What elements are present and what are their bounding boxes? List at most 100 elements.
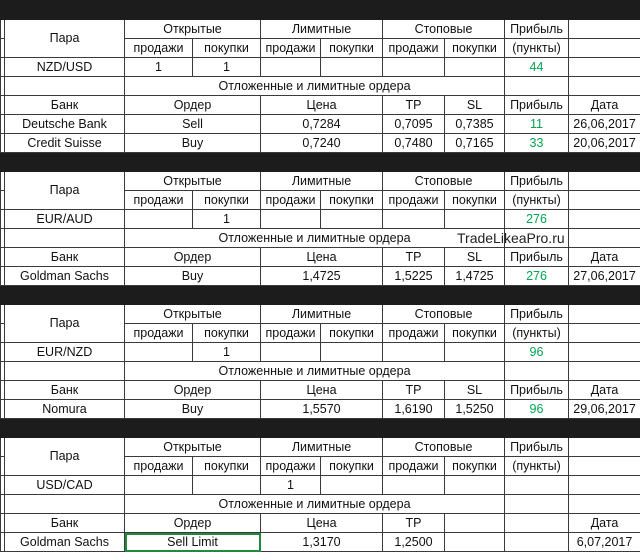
position-profit: 44 xyxy=(505,58,569,77)
orders-header-price: Цена xyxy=(261,381,383,400)
order-bank: Goldman Sachs xyxy=(5,267,125,286)
position-count xyxy=(321,210,383,229)
header-open: Открытые xyxy=(125,305,261,324)
order-bank: Deutsche Bank xyxy=(5,115,125,134)
subheader: покупки xyxy=(445,39,505,58)
orders-header-tp: TP xyxy=(383,514,445,533)
subheader: (пункты) xyxy=(505,457,569,476)
orders-header-profit: Прибыль xyxy=(505,381,569,400)
header-profit: Прибыль xyxy=(505,20,569,39)
orders-header-profit xyxy=(505,514,569,533)
cell xyxy=(569,210,640,229)
order-price: 1,3170 xyxy=(261,533,383,552)
order-bank: Goldman Sachs xyxy=(5,533,125,552)
subheader: покупки xyxy=(193,191,261,210)
orders-header-date: Дата xyxy=(569,381,640,400)
position-count: 1 xyxy=(193,210,261,229)
order-sl: 0,7385 xyxy=(445,115,505,134)
cell xyxy=(505,362,569,381)
order-date: 6,07,2017 xyxy=(569,533,640,552)
separator xyxy=(1,286,640,305)
order-price: 0,7284 xyxy=(261,115,383,134)
subheader: покупки xyxy=(445,457,505,476)
orders-header-profit: Прибыль xyxy=(505,96,569,115)
orders-header-sl xyxy=(445,514,505,533)
subheader: покупки xyxy=(445,324,505,343)
sep xyxy=(1,286,640,305)
position-count xyxy=(261,210,321,229)
cell xyxy=(505,495,569,514)
orders-header-order: Ордер xyxy=(125,96,261,115)
order-profit: 33 xyxy=(505,134,569,153)
row: Отложенные и лимитные ордера xyxy=(1,77,640,96)
orders-header-order: Ордер xyxy=(125,248,261,267)
position-count xyxy=(321,343,383,362)
order-bank: Nomura xyxy=(5,400,125,419)
sep xyxy=(1,153,640,172)
cell xyxy=(569,362,640,381)
header-pair: Пара xyxy=(5,438,125,476)
row-header xyxy=(1,191,5,210)
cell xyxy=(505,77,569,96)
order-date: 20,06,2017 xyxy=(569,134,640,153)
page: {"watermark": "TradeLikeaPro.ru", "block… xyxy=(0,0,640,504)
position-count xyxy=(125,476,193,495)
order-order: Buy xyxy=(125,400,261,419)
orders-header-tp: TP xyxy=(383,96,445,115)
header-limit: Лимитные xyxy=(261,20,383,39)
position-count xyxy=(321,58,383,77)
subheader: покупки xyxy=(321,39,383,58)
position-count: 1 xyxy=(193,58,261,77)
order-order: Buy xyxy=(125,267,261,286)
subheader: продажи xyxy=(261,39,321,58)
sep xyxy=(1,419,640,438)
subheader: покупки xyxy=(321,324,383,343)
header-pair: Пара xyxy=(5,172,125,210)
subheader: продажи xyxy=(383,191,445,210)
order-price: 1,5570 xyxy=(261,400,383,419)
row-header xyxy=(1,39,5,58)
order-order: Sell Limit xyxy=(125,533,261,552)
cell xyxy=(569,58,640,77)
subheader: продажи xyxy=(125,39,193,58)
separator xyxy=(1,1,640,20)
subheader: продажи xyxy=(383,457,445,476)
position-count: 1 xyxy=(261,476,321,495)
order-order: Buy xyxy=(125,134,261,153)
order-profit: 276 xyxy=(505,267,569,286)
orders-header-date: Дата xyxy=(569,96,640,115)
order-tp: 1,2500 xyxy=(383,533,445,552)
section-title: Отложенные и лимитные ордера xyxy=(125,77,505,96)
header-pair: Пара xyxy=(5,20,125,58)
orders-header-order: Ордер xyxy=(125,514,261,533)
cell xyxy=(569,39,640,58)
header-stop: Стоповые xyxy=(383,20,505,39)
orders-header-sl: SL xyxy=(445,248,505,267)
subheader: продажи xyxy=(261,191,321,210)
position-count: 1 xyxy=(193,343,261,362)
cell xyxy=(5,495,125,514)
header-limit: Лимитные xyxy=(261,172,383,191)
position-count xyxy=(445,343,505,362)
order-tp: 1,5225 xyxy=(383,267,445,286)
header-limit: Лимитные xyxy=(261,305,383,324)
orders-header-bank: Банк xyxy=(5,514,125,533)
position-count xyxy=(445,210,505,229)
cell xyxy=(569,229,640,248)
position-count xyxy=(125,343,193,362)
header-open: Открытые xyxy=(125,438,261,457)
orders-header-sl: SL xyxy=(445,381,505,400)
position-profit: 276 xyxy=(505,210,569,229)
order-tp: 0,7095 xyxy=(383,115,445,134)
cell xyxy=(569,457,640,476)
orders-header-date: Дата xyxy=(569,514,640,533)
